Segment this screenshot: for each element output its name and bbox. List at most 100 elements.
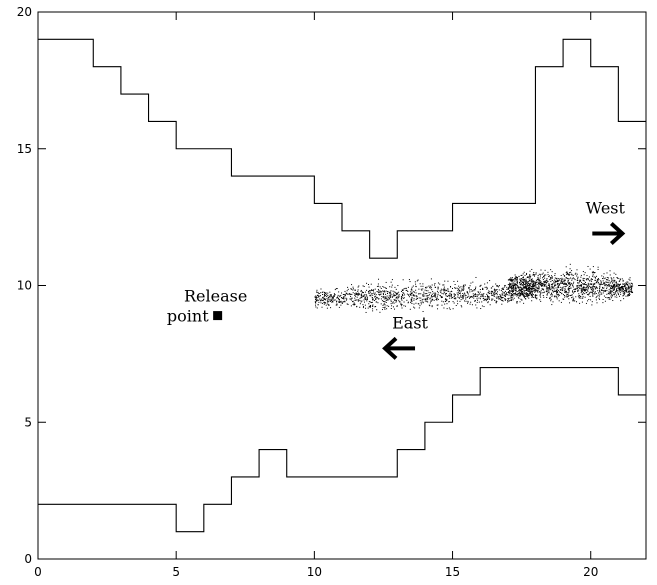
particle (443, 307, 445, 309)
particle (487, 294, 489, 296)
particle (543, 284, 545, 286)
particle (445, 292, 447, 294)
particle (483, 300, 485, 302)
particle (542, 283, 544, 285)
particle (448, 307, 450, 309)
particle (415, 302, 417, 304)
particle (396, 305, 398, 307)
particle (510, 297, 512, 299)
particle (586, 294, 588, 296)
particle (392, 290, 394, 292)
particle (466, 291, 468, 293)
particle (511, 288, 513, 290)
particle (425, 295, 427, 297)
particle (608, 285, 610, 287)
particle (609, 287, 611, 289)
particle (354, 303, 356, 305)
particle (556, 289, 558, 291)
particle (459, 296, 461, 298)
y-tick-label: 15 (17, 142, 32, 156)
particle (552, 301, 554, 303)
x-tick-label: 15 (445, 565, 460, 579)
particle (436, 295, 438, 297)
particle (608, 297, 610, 299)
particle (444, 303, 446, 305)
particle (547, 281, 549, 283)
particle (617, 287, 619, 289)
particle (526, 273, 528, 275)
particle (493, 294, 495, 296)
particle (372, 308, 374, 310)
particle (582, 287, 584, 289)
particle (341, 292, 343, 294)
particle (446, 299, 448, 301)
particle (344, 295, 346, 297)
particle (509, 279, 511, 281)
particle (427, 290, 429, 292)
particle (529, 292, 531, 294)
particle (486, 287, 488, 289)
particle (442, 289, 444, 291)
particle (590, 299, 592, 301)
particle (390, 303, 392, 305)
particle (616, 283, 618, 285)
particle (573, 288, 575, 290)
particle (456, 292, 458, 294)
particle (620, 288, 622, 290)
particle (484, 298, 486, 300)
particle (549, 297, 551, 299)
particle (463, 288, 465, 290)
particle (462, 295, 464, 297)
particle (542, 279, 544, 281)
particle (515, 290, 517, 292)
particle (315, 302, 317, 304)
particle (542, 272, 544, 274)
particle (628, 288, 630, 290)
particle (443, 292, 445, 294)
particle (325, 302, 327, 304)
particle (338, 306, 340, 308)
particle (522, 292, 524, 294)
particle (422, 283, 424, 285)
particle (392, 295, 394, 297)
particle (617, 285, 619, 287)
particle (521, 284, 523, 286)
particle (480, 284, 482, 286)
particle (463, 294, 465, 296)
particle (551, 280, 553, 282)
particle (529, 287, 531, 289)
particle (445, 298, 447, 300)
particle (330, 295, 332, 297)
particle (582, 279, 584, 281)
particle (325, 292, 327, 294)
particle (514, 293, 516, 295)
particle (573, 281, 575, 283)
particle (444, 288, 446, 290)
particle (511, 282, 513, 284)
particle (555, 281, 557, 283)
particle (358, 300, 360, 302)
particle (383, 303, 385, 305)
particle (315, 300, 317, 302)
particle (315, 295, 317, 297)
particle (361, 294, 363, 296)
particle (625, 287, 627, 289)
particle (426, 301, 428, 303)
particle (629, 277, 631, 279)
particle (413, 290, 415, 292)
particle (441, 293, 443, 295)
particle (507, 284, 509, 286)
particle (576, 285, 578, 287)
particle (590, 279, 592, 281)
particle (362, 285, 364, 287)
particle (545, 274, 547, 276)
particle (549, 275, 551, 277)
particle (552, 287, 554, 289)
particle (557, 293, 559, 295)
particle (632, 285, 634, 287)
particle (480, 296, 482, 298)
particle (594, 276, 596, 278)
particle (594, 282, 596, 284)
particle (610, 293, 612, 295)
particle (392, 306, 394, 308)
